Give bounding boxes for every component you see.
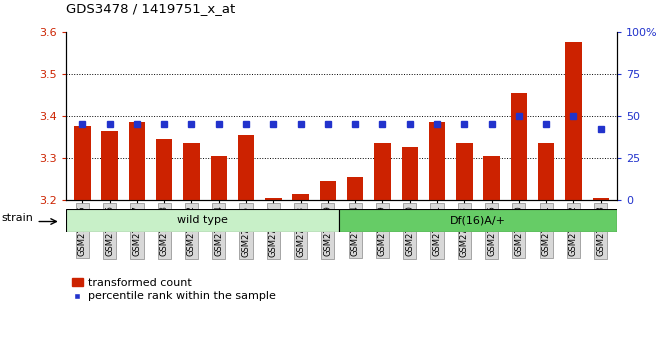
Bar (319, 181, 336, 200)
Text: GDS3478 / 1419751_x_at: GDS3478 / 1419751_x_at (66, 2, 235, 15)
Bar (74, 126, 90, 200)
Bar (265, 198, 282, 200)
Bar (339, 209, 617, 232)
Bar (374, 143, 391, 200)
Bar (456, 143, 473, 200)
Bar (238, 135, 254, 200)
Bar (538, 143, 554, 200)
Bar (102, 131, 118, 200)
Bar (483, 156, 500, 200)
Bar (183, 143, 200, 200)
Bar (292, 194, 309, 200)
Bar (593, 198, 609, 200)
Bar (565, 42, 581, 200)
Bar (156, 139, 172, 200)
Bar (347, 177, 364, 200)
Bar (511, 93, 527, 200)
Bar (211, 156, 227, 200)
Bar (129, 122, 145, 200)
Bar (66, 209, 339, 232)
Bar (401, 148, 418, 200)
Text: wild type: wild type (177, 215, 228, 225)
Bar (429, 122, 446, 200)
Legend: transformed count, percentile rank within the sample: transformed count, percentile rank withi… (71, 278, 276, 302)
Text: strain: strain (1, 213, 33, 223)
Text: Df(16)A/+: Df(16)A/+ (450, 215, 506, 225)
